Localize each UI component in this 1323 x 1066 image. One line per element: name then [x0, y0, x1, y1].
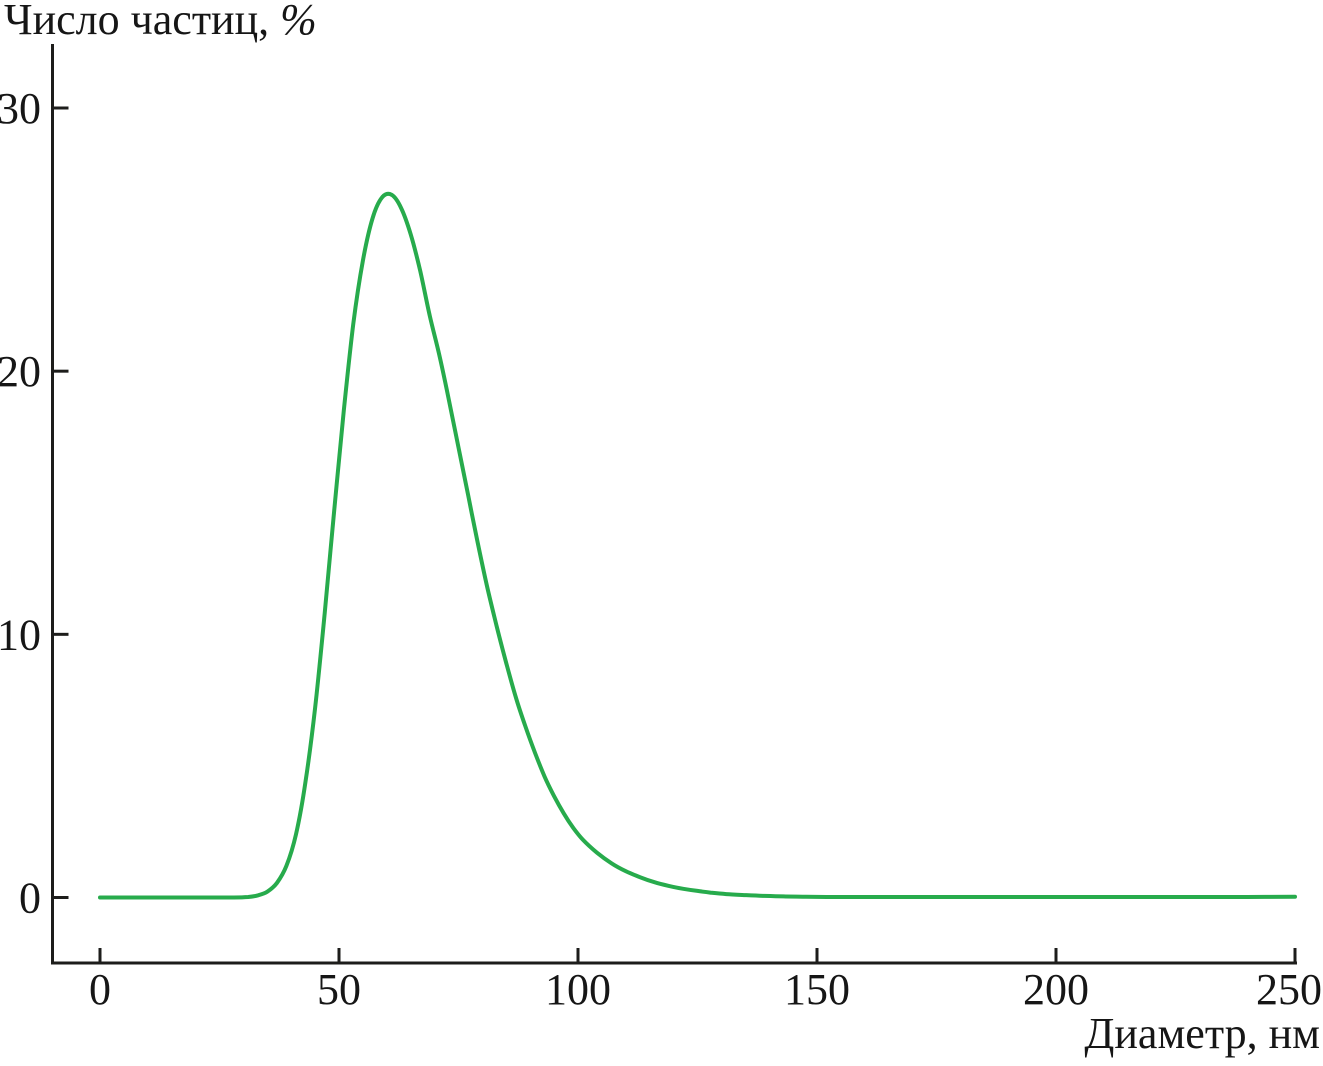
- x-axis-title: Диаметр, нм: [1084, 1009, 1320, 1058]
- distribution-curve: [98, 191, 1297, 900]
- ticks-layer: [52, 106, 1297, 963]
- y-tick-label: 10: [0, 610, 41, 659]
- y-axis-title-unit-percent: %: [280, 0, 317, 44]
- y-axis-title: Число частиц, %: [4, 0, 317, 44]
- y-tick-label: 20: [0, 347, 41, 396]
- x-tick-label: 200: [1023, 965, 1089, 1014]
- x-tick-label: 0: [89, 965, 111, 1014]
- x-tick-label: 150: [784, 965, 850, 1014]
- tick-labels-layer: 0 50 100 150 200 250 0 10 20 30: [0, 84, 1322, 1014]
- x-tick-label: 250: [1256, 965, 1322, 1014]
- y-axis-title-text: Число частиц,: [4, 0, 280, 44]
- y-tick-label: 0: [19, 874, 41, 923]
- y-tick-label: 30: [0, 84, 41, 133]
- x-tick-label: 100: [545, 965, 611, 1014]
- axes-layer: [51, 44, 1297, 965]
- curve-layer: [98, 191, 1297, 900]
- x-tick-label: 50: [317, 965, 361, 1014]
